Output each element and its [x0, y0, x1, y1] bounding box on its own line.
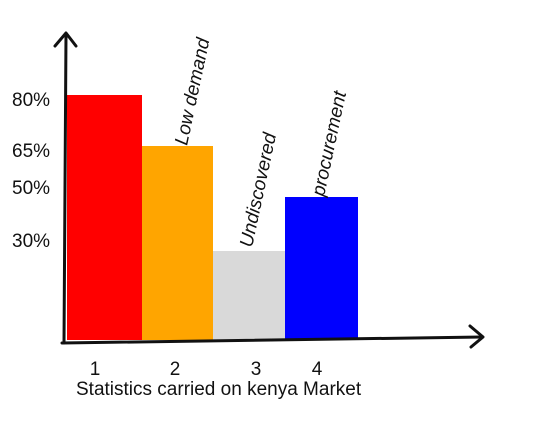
- bar-1: [67, 95, 142, 340]
- y-tick-label: 30%: [12, 231, 50, 252]
- y-axis-arrow: [53, 31, 78, 48]
- x-axis: [60, 335, 484, 345]
- bar-label-2: Low demand: [171, 35, 214, 147]
- y-tick-label: 50%: [12, 178, 50, 199]
- bar-4: [285, 197, 358, 340]
- x-tick-label: 1: [90, 359, 101, 380]
- bar-3: [213, 251, 285, 340]
- x-tick-label: 3: [251, 359, 262, 380]
- bar-label-4: procurement: [308, 89, 351, 199]
- y-tick-label: 65%: [12, 141, 50, 162]
- x-tick-label: 4: [312, 359, 323, 380]
- bar-2: [142, 146, 213, 340]
- bar-label-3: Undiscovered: [236, 130, 281, 249]
- x-tick-label: 2: [170, 359, 181, 380]
- x-axis-title: Statistics carried on kenya Market: [76, 379, 362, 400]
- y-tick-label: 80%: [12, 90, 50, 111]
- y-axis: [62, 32, 68, 345]
- x-axis-arrow: [468, 324, 485, 349]
